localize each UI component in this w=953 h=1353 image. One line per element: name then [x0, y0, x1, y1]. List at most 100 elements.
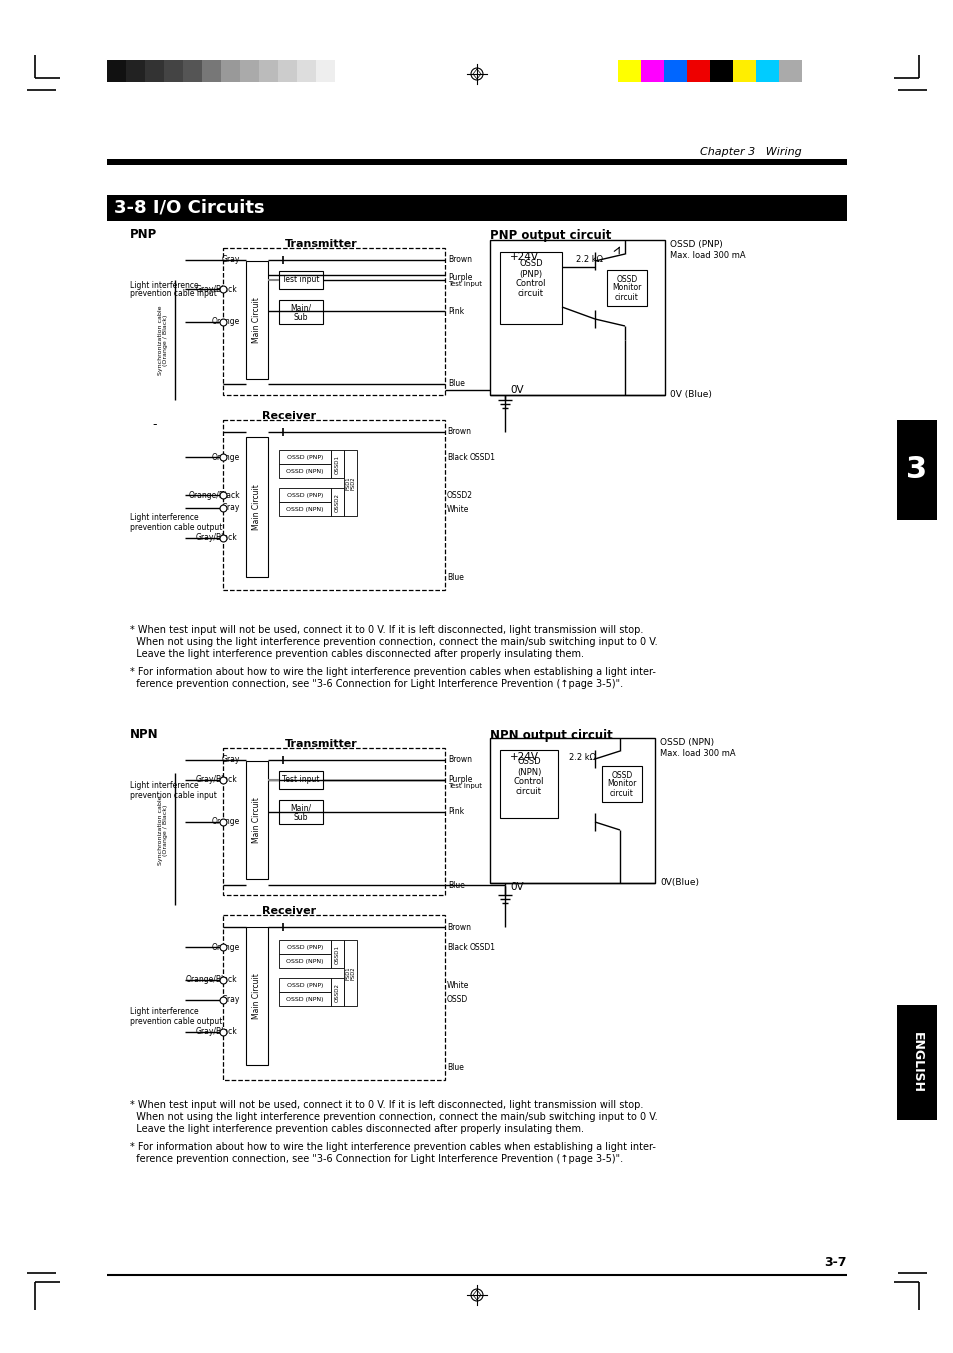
- Text: OSSD: OSSD: [517, 758, 540, 767]
- Text: * For information about how to wire the light interference prevention cables whe: * For information about how to wire the …: [130, 667, 656, 676]
- Bar: [896, 419, 936, 520]
- Bar: [246, 927, 268, 1065]
- Text: Transmitter: Transmitter: [285, 739, 357, 750]
- Text: circuit: circuit: [517, 290, 543, 299]
- Bar: [107, 60, 126, 83]
- Text: * When test input will not be used, connect it to 0 V. If it is left disconnecte: * When test input will not be used, conn…: [130, 625, 642, 635]
- Text: OSSD: OSSD: [447, 994, 468, 1004]
- Text: OSSD: OSSD: [616, 275, 637, 284]
- Text: OSSD2: OSSD2: [335, 492, 339, 511]
- Bar: [246, 760, 268, 879]
- Text: Receiver: Receiver: [262, 411, 315, 421]
- Text: When not using the light interference prevention connection, connect the main/su: When not using the light interference pr…: [130, 637, 657, 647]
- Text: OSSD (PNP): OSSD (PNP): [287, 944, 323, 950]
- Bar: [331, 451, 344, 478]
- Text: circuit: circuit: [609, 789, 634, 797]
- Text: Brown: Brown: [447, 923, 471, 931]
- Text: Main Circuit: Main Circuit: [253, 797, 261, 843]
- Bar: [331, 978, 344, 1007]
- Text: ENGLISH: ENGLISH: [909, 1031, 923, 1092]
- Bar: [779, 60, 801, 83]
- Bar: [344, 451, 356, 515]
- Text: Black: Black: [447, 943, 467, 951]
- Text: ference prevention connection, see "3-6 Connection for Light Interference Preven: ference prevention connection, see "3-6 …: [130, 1154, 622, 1164]
- Bar: [709, 60, 732, 83]
- Text: Gray/Black: Gray/Black: [195, 775, 236, 785]
- Bar: [126, 60, 145, 83]
- Text: Gray/Black: Gray/Black: [195, 533, 236, 543]
- Text: Test input: Test input: [282, 276, 319, 284]
- Bar: [278, 488, 331, 502]
- Text: Max. load 300 mA: Max. load 300 mA: [669, 252, 745, 261]
- Text: Main Circuit: Main Circuit: [253, 973, 261, 1019]
- Text: Gray: Gray: [221, 256, 240, 264]
- Bar: [278, 464, 331, 478]
- Text: Blue: Blue: [447, 574, 463, 583]
- Text: NPN: NPN: [130, 728, 158, 741]
- Bar: [601, 766, 641, 802]
- Text: White: White: [447, 981, 469, 989]
- Text: Gray: Gray: [221, 996, 240, 1004]
- Text: -: -: [152, 418, 156, 432]
- Text: 3-8 I/O Circuits: 3-8 I/O Circuits: [113, 199, 264, 216]
- Bar: [278, 992, 331, 1007]
- Text: OSSD (NPN): OSSD (NPN): [286, 997, 323, 1001]
- Text: Light interference: Light interference: [130, 514, 198, 522]
- Text: +24V: +24V: [510, 752, 538, 762]
- Text: OSSD (NPN): OSSD (NPN): [659, 739, 714, 747]
- Text: PNP: PNP: [130, 229, 157, 241]
- Text: Orange: Orange: [212, 817, 240, 827]
- Text: OSSD (PNP): OSSD (PNP): [287, 982, 323, 988]
- Text: Brown: Brown: [448, 256, 472, 264]
- Text: Monitor: Monitor: [612, 284, 641, 292]
- Bar: [107, 195, 846, 221]
- Bar: [223, 248, 444, 395]
- Text: Orange/Black: Orange/Black: [185, 976, 236, 985]
- Bar: [606, 271, 646, 306]
- Text: Light interference: Light interference: [130, 782, 198, 790]
- Text: Orange: Orange: [212, 318, 240, 326]
- Bar: [278, 800, 323, 824]
- Bar: [277, 60, 296, 83]
- Bar: [240, 60, 258, 83]
- Text: OSSD (NPN): OSSD (NPN): [286, 958, 323, 963]
- Bar: [499, 750, 558, 819]
- Text: prevention cable input: prevention cable input: [130, 290, 216, 299]
- Text: 3: 3: [905, 456, 926, 484]
- Text: Pink: Pink: [448, 808, 464, 816]
- Text: Gray/Black: Gray/Black: [195, 1027, 236, 1036]
- Bar: [278, 940, 331, 954]
- Text: Synchronization cable
(Orange / Black): Synchronization cable (Orange / Black): [157, 796, 169, 865]
- Text: 0V(Blue): 0V(Blue): [659, 878, 699, 888]
- Text: 0V: 0V: [510, 386, 523, 395]
- Text: circuit: circuit: [615, 292, 639, 302]
- Text: White: White: [447, 505, 469, 514]
- Bar: [278, 502, 331, 515]
- Text: Chapter 3   Wiring: Chapter 3 Wiring: [700, 147, 801, 157]
- Text: 2.2 kΩ: 2.2 kΩ: [576, 256, 603, 264]
- Text: Black: Black: [447, 452, 467, 461]
- Text: 0V (Blue): 0V (Blue): [669, 391, 711, 399]
- Text: (PNP): (PNP): [518, 269, 542, 279]
- Text: Main Circuit: Main Circuit: [253, 484, 261, 530]
- Text: OSSD (PNP): OSSD (PNP): [287, 492, 323, 498]
- Text: Test input: Test input: [448, 783, 481, 789]
- Text: When not using the light interference prevention connection, connect the main/su: When not using the light interference pr…: [130, 1112, 657, 1122]
- Bar: [344, 940, 356, 1007]
- Bar: [663, 60, 686, 83]
- Text: Test input: Test input: [282, 775, 319, 785]
- Text: * For information about how to wire the light interference prevention cables whe: * For information about how to wire the …: [130, 1142, 656, 1151]
- Text: Light interference: Light interference: [130, 1008, 198, 1016]
- Bar: [896, 1005, 936, 1120]
- Bar: [278, 954, 331, 967]
- Text: OSSD (NPN): OSSD (NPN): [286, 506, 323, 511]
- Text: OSSD1: OSSD1: [470, 943, 496, 951]
- Text: Receiver: Receiver: [262, 907, 315, 916]
- Text: prevention cable output: prevention cable output: [130, 1017, 222, 1027]
- Text: FSD1
FSD2: FSD1 FSD2: [345, 476, 355, 490]
- Text: OSSD1: OSSD1: [470, 452, 496, 461]
- Text: Brown: Brown: [447, 428, 471, 437]
- Text: OSSD (PNP): OSSD (PNP): [287, 455, 323, 460]
- Bar: [278, 978, 331, 992]
- Text: FSD1
FSD2: FSD1 FSD2: [345, 966, 355, 980]
